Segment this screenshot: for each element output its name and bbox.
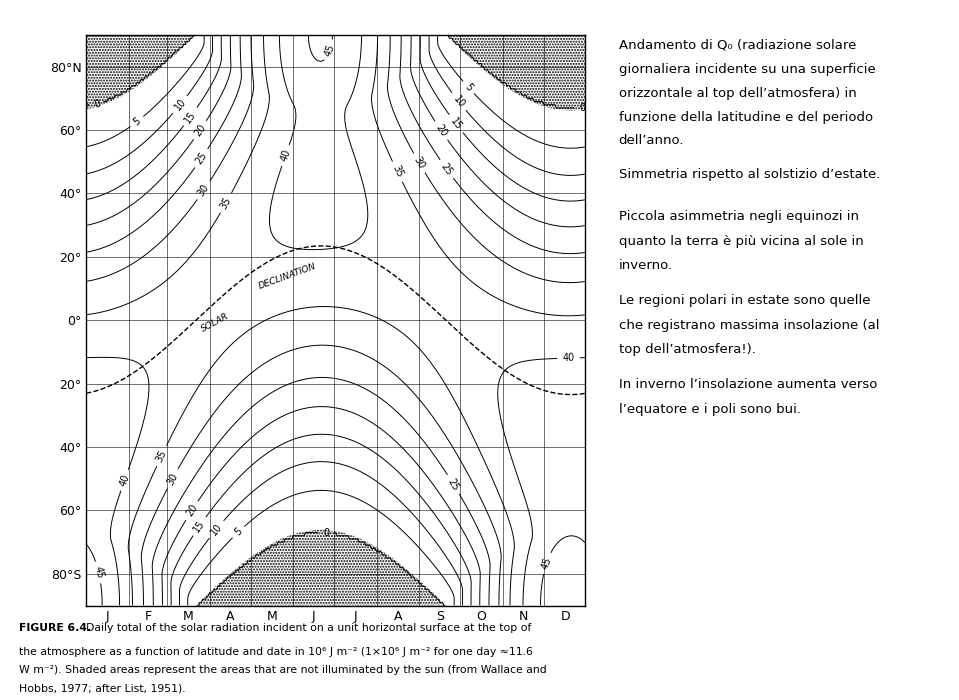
Text: 5: 5 bbox=[131, 116, 143, 127]
Text: FIGURE 6.4.: FIGURE 6.4. bbox=[19, 623, 91, 633]
Text: Le regioni polari in estate sono quelle: Le regioni polari in estate sono quelle bbox=[619, 294, 870, 307]
Text: giornaliera incidente su una superficie: giornaliera incidente su una superficie bbox=[619, 63, 876, 76]
Text: 45: 45 bbox=[540, 556, 553, 570]
Text: funzione della latitudine e del periodo: funzione della latitudine e del periodo bbox=[619, 111, 873, 124]
Text: 20: 20 bbox=[433, 122, 449, 139]
Text: 25: 25 bbox=[446, 477, 461, 492]
Text: 30: 30 bbox=[197, 183, 211, 198]
Text: 20: 20 bbox=[184, 503, 199, 519]
Text: quanto la terra è più vicina al sole in: quanto la terra è più vicina al sole in bbox=[619, 234, 863, 248]
Text: SOLAR: SOLAR bbox=[199, 312, 230, 334]
Text: 35: 35 bbox=[219, 195, 233, 211]
Text: 5: 5 bbox=[463, 82, 475, 93]
Text: 10: 10 bbox=[173, 97, 188, 113]
Text: DECLINATION: DECLINATION bbox=[258, 262, 317, 291]
Text: 20: 20 bbox=[193, 122, 208, 138]
Text: 15: 15 bbox=[448, 116, 464, 132]
Text: 25: 25 bbox=[194, 150, 209, 167]
Text: 5: 5 bbox=[233, 526, 245, 538]
Text: 25: 25 bbox=[439, 161, 455, 177]
Text: 35: 35 bbox=[154, 448, 169, 463]
Text: 0: 0 bbox=[323, 528, 329, 538]
Text: 35: 35 bbox=[390, 164, 405, 179]
Point bbox=[78, 315, 93, 326]
Text: top dell’atmosfera!).: top dell’atmosfera!). bbox=[619, 343, 756, 356]
Text: In inverno l’insolazione aumenta verso: In inverno l’insolazione aumenta verso bbox=[619, 378, 877, 391]
Text: Simmetria rispetto al solstizio d’estate.: Simmetria rispetto al solstizio d’estate… bbox=[619, 168, 880, 181]
Text: che registrano massima insolazione (al: che registrano massima insolazione (al bbox=[619, 318, 879, 332]
Text: Piccola asimmetria negli equinozi in: Piccola asimmetria negli equinozi in bbox=[619, 210, 858, 223]
Text: 45: 45 bbox=[92, 565, 105, 580]
Text: the atmosphere as a function of latitude and date in 10⁶ J m⁻² (1×10⁶ J m⁻² for : the atmosphere as a function of latitude… bbox=[19, 647, 533, 657]
Text: l’equatore e i poli sono bui.: l’equatore e i poli sono bui. bbox=[619, 402, 801, 416]
Text: W m⁻²). Shaded areas represent the areas that are not illuminated by the sun (fr: W m⁻²). Shaded areas represent the areas… bbox=[19, 665, 547, 675]
Text: dell’anno.: dell’anno. bbox=[619, 134, 684, 148]
Text: 15: 15 bbox=[183, 108, 199, 125]
Text: 10: 10 bbox=[209, 522, 224, 537]
Text: orizzontale al top dell’atmosfera) in: orizzontale al top dell’atmosfera) in bbox=[619, 87, 856, 100]
Text: 40: 40 bbox=[562, 353, 574, 363]
Text: 30: 30 bbox=[165, 471, 180, 486]
Text: Andamento di Q₀ (radiazione solare: Andamento di Q₀ (radiazione solare bbox=[619, 38, 856, 52]
Text: Daily total of the solar radiation incident on a unit horizontal surface at the : Daily total of the solar radiation incid… bbox=[86, 623, 531, 633]
Text: inverno.: inverno. bbox=[619, 259, 672, 272]
Text: Hobbs, 1977; after List, 1951).: Hobbs, 1977; after List, 1951). bbox=[19, 683, 186, 693]
Text: 0: 0 bbox=[579, 103, 585, 113]
Text: 40: 40 bbox=[118, 473, 131, 487]
Text: 30: 30 bbox=[411, 155, 427, 171]
Text: 40: 40 bbox=[279, 148, 292, 163]
Text: 45: 45 bbox=[323, 43, 337, 58]
Text: 0: 0 bbox=[93, 99, 102, 111]
Text: 10: 10 bbox=[451, 94, 467, 109]
Text: 15: 15 bbox=[192, 518, 207, 534]
